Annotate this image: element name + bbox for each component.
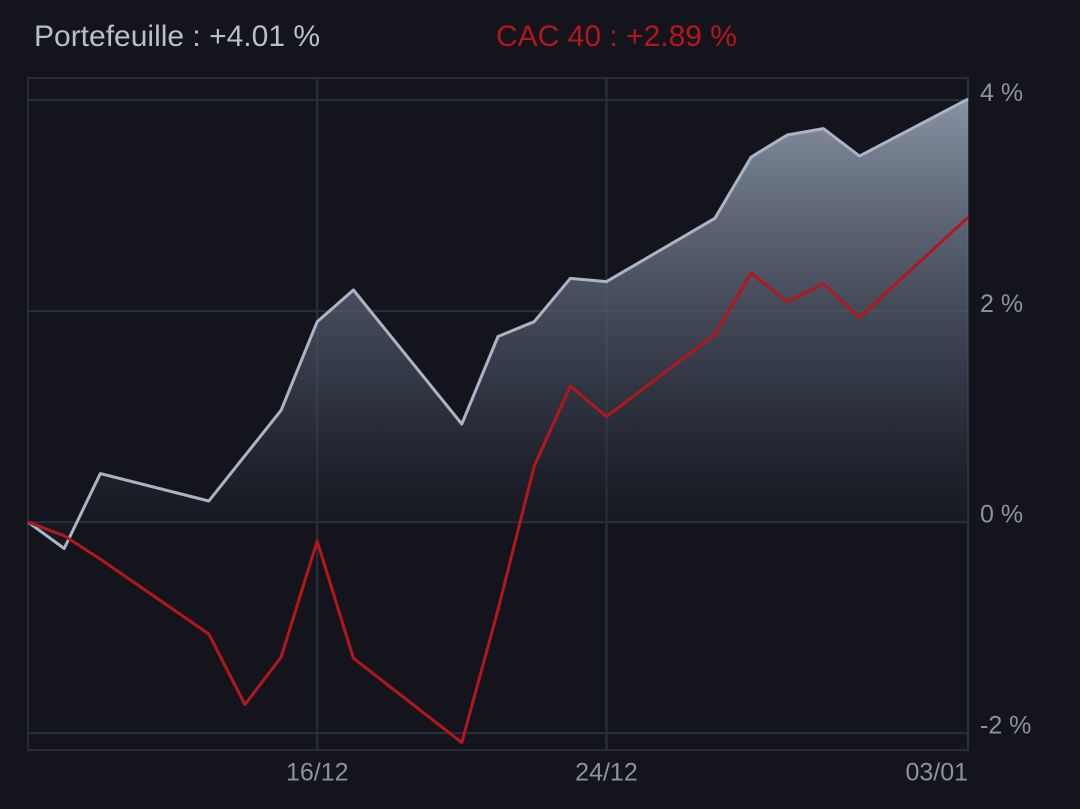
y-tick-label: 2 % — [980, 290, 1023, 318]
area — [28, 99, 968, 549]
line — [27, 216, 970, 745]
legend-label: Portefeuille : +4.01 % — [34, 20, 320, 53]
y-tick-label: -2 % — [980, 712, 1031, 740]
x-tick-label: 03/01 — [905, 759, 968, 787]
line — [27, 97, 969, 550]
y-tick-label: 0 % — [980, 501, 1023, 529]
y-tick-label: 4 % — [980, 79, 1023, 107]
x-tick-label: 16/12 — [286, 759, 349, 787]
plot — [27, 97, 970, 745]
x-tick-label: 24/12 — [575, 759, 638, 787]
legend-label: CAC 40 : +2.89 % — [496, 20, 737, 53]
labels: 4 % 2 % 0 % -2 % 16/12 24/12 03/01 Portefeuille… — [34, 20, 1031, 787]
